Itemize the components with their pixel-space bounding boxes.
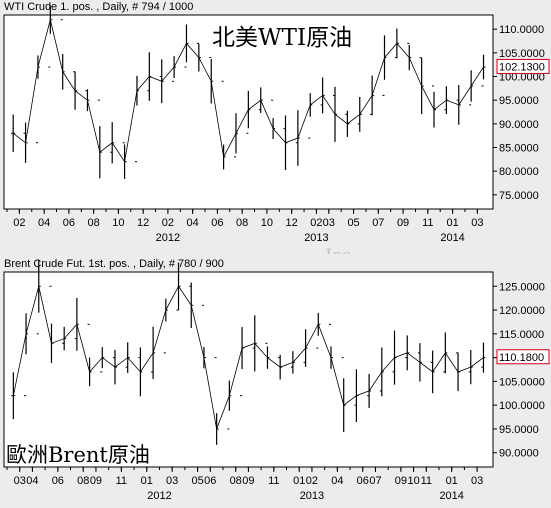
brent-xtick-label: 09 xyxy=(395,475,407,487)
wti-xtick-label: 11 xyxy=(422,217,433,229)
wti-xtick-label: 08 xyxy=(88,217,100,229)
brent-xtick-label: 08 xyxy=(230,475,242,487)
brent-xtick-label: 01 xyxy=(293,475,305,487)
wti-panel: WTI Crude 1. pos. , Daily, # 794 / 1000 … xyxy=(3,1,550,244)
brent-year-label: 2012 xyxy=(147,490,171,502)
wti-xtick-label: 09 xyxy=(397,217,409,229)
wti-xtick-label: 06 xyxy=(63,217,75,229)
brent-xtick-label: 03 xyxy=(166,475,178,487)
wti-xtick-label: 04 xyxy=(187,217,199,229)
wti-ytick-label: 75.0000 xyxy=(499,190,539,202)
wti-xtick-label: 01 xyxy=(446,217,458,229)
brent-xtick-label: 08 xyxy=(77,475,89,487)
wti-xtick-label: 06 xyxy=(211,217,223,229)
wti-ytick-label: 100.0000 xyxy=(499,72,545,84)
brent-plot-area xyxy=(3,271,494,468)
brent-last-value-box xyxy=(496,349,550,365)
brent-ytick-label: 115.0000 xyxy=(499,329,544,341)
wti-xtick-label: 02 xyxy=(162,217,174,229)
brent-price-bar xyxy=(481,342,486,373)
brent-xtick-label: 11 xyxy=(116,475,127,487)
wti-year-label: 2013 xyxy=(304,232,328,244)
wti-xtick-label: 05 xyxy=(347,217,359,229)
brent-price-line xyxy=(12,285,484,431)
brent-ytick-label: 100.0000 xyxy=(499,400,545,412)
brent-xtick-label: 02 xyxy=(306,475,318,487)
wti-ytick-label: 90.0000 xyxy=(499,119,539,131)
wti-last-value-box xyxy=(496,58,550,74)
wti-year-label: 2014 xyxy=(440,232,464,244)
wti-ytick-label: 105.0000 xyxy=(499,48,545,60)
wti-ytick-label: 85.0000 xyxy=(499,142,539,154)
brent-xtick-label: 04 xyxy=(26,475,38,487)
brent-year-label: 2014 xyxy=(439,490,463,502)
wti-xtick-label: 10 xyxy=(261,217,273,229)
brent-xtick-label: 10 xyxy=(407,475,419,487)
wti-year-label: 2012 xyxy=(156,232,180,244)
brent-xtick-label: 03 xyxy=(471,475,483,487)
wti-xtick-label: 03 xyxy=(471,217,483,229)
brent-xtick-label: 03 xyxy=(14,475,26,487)
brent-xtick-label: 06 xyxy=(52,475,64,487)
brent-xtick-label: 11 xyxy=(268,475,279,487)
wti-annotation: 北美WTI原油 xyxy=(212,25,352,51)
wti-xtick-label: 12 xyxy=(286,217,298,229)
brent-ytick-label: 95.0000 xyxy=(499,424,539,436)
wti-price-line xyxy=(12,19,484,163)
brent-xtick-label: 06 xyxy=(357,475,369,487)
brent-xtick-label: 09 xyxy=(242,475,254,487)
wti-xtick-label: 12 xyxy=(137,217,149,229)
brent-xtick-label: 11 xyxy=(421,475,432,487)
brent-xtick-label: 06 xyxy=(204,475,216,487)
wti-last-value: 102.1300 xyxy=(499,61,545,73)
brent-panel: Brent Crude Fut. 1st. pos. , Daily, # 78… xyxy=(0,254,551,508)
brent-year-label: 2013 xyxy=(300,490,324,502)
brent-xtick-label: 07 xyxy=(369,475,381,487)
brent-xtick-label: 09 xyxy=(90,475,102,487)
brent-xtick-label: 01 xyxy=(446,475,458,487)
wti-ytick-label: 110.0000 xyxy=(499,24,544,36)
brent-annotation: 歐洲Brent原油 xyxy=(6,443,150,467)
brent-chart: 125.0000120.0000115.0000110.0000105.0000… xyxy=(3,259,550,502)
wti-xtick-label: 07 xyxy=(372,217,384,229)
wti-ytick-label: 95.0000 xyxy=(499,95,539,107)
wti-xtick-label: 03 xyxy=(323,217,335,229)
brent-chart-header: Brent Crude Fut. 1st. pos. , Daily, # 78… xyxy=(4,258,224,270)
brent-xtick-label: 04 xyxy=(331,475,343,487)
brent-ytick-label: 105.0000 xyxy=(499,376,545,388)
brent-xtick-label: 01 xyxy=(141,475,153,487)
wti-ytick-label: 80.0000 xyxy=(499,166,539,178)
brent-ytick-label: 90.0000 xyxy=(499,448,539,460)
brent-ytick-label: 120.0000 xyxy=(499,305,545,317)
wti-xtick-label: 08 xyxy=(236,217,248,229)
wti-chart: 110.0000 105.0000 100.0000 95.0000 90.0000 85… xyxy=(3,5,550,244)
wti-xtick-label: 02 xyxy=(310,217,322,229)
wti-chart-header: WTI Crude 1. pos. , Daily, # 794 / 1000 xyxy=(4,1,194,13)
wti-xtick-label: 02 xyxy=(13,217,25,229)
wti-xtick-label: 04 xyxy=(38,217,50,229)
brent-last-value: 110.1800 xyxy=(499,352,544,364)
wti-xtick-label: 10 xyxy=(112,217,124,229)
brent-ytick-label: 125.0000 xyxy=(499,281,545,293)
brent-xtick-label: 05 xyxy=(191,475,203,487)
